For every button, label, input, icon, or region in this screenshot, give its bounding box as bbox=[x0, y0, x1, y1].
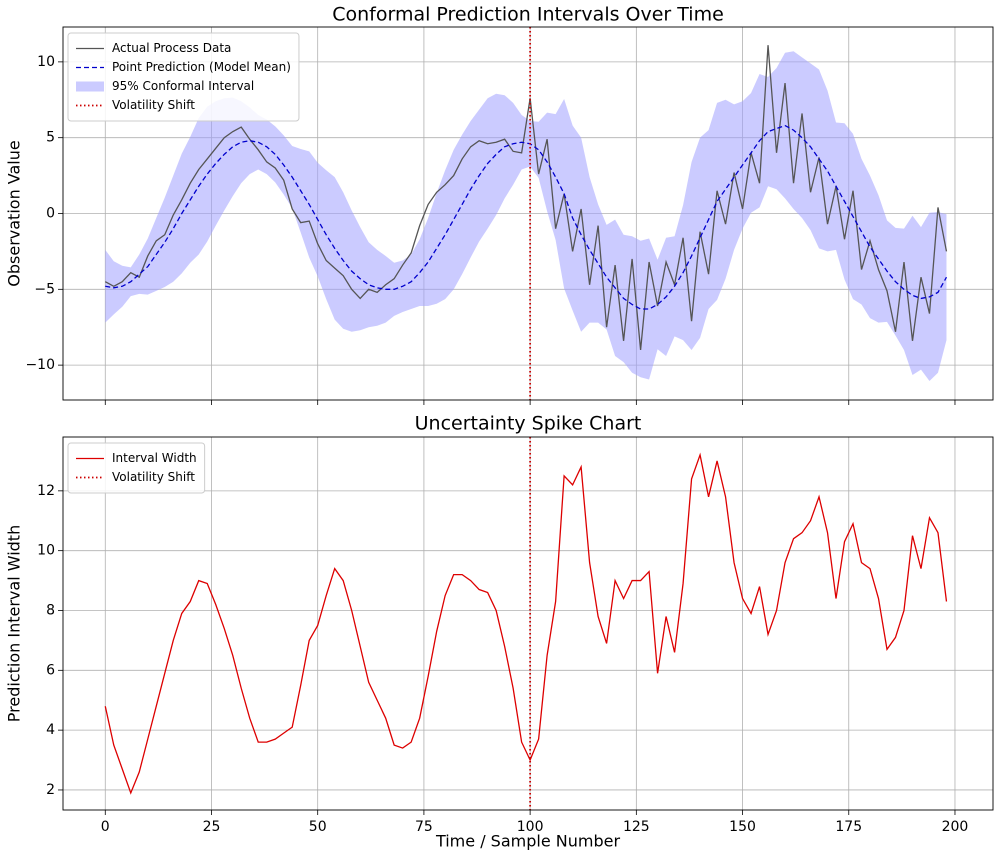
legend-label: Volatility Shift bbox=[112, 98, 195, 112]
legend-label: Actual Process Data bbox=[112, 41, 231, 55]
y-tick-label: 10 bbox=[37, 543, 55, 559]
x-tick-label: 0 bbox=[101, 819, 110, 835]
y-tick-label: −5 bbox=[34, 281, 55, 297]
axes-frame bbox=[62, 26, 994, 401]
series-line bbox=[105, 124, 948, 310]
x-tick-label: 25 bbox=[203, 819, 221, 835]
x-tick-label: 175 bbox=[835, 819, 862, 835]
y-axis-label: Observation Value bbox=[5, 140, 24, 286]
legend-label: Point Prediction (Model Mean) bbox=[112, 60, 291, 74]
axes-frame bbox=[62, 436, 994, 811]
chart-title: Conformal Prediction Intervals Over Time bbox=[332, 4, 724, 26]
plot-area bbox=[104, 27, 948, 400]
y-tick-label: −10 bbox=[25, 357, 55, 373]
y-tick-label: 12 bbox=[37, 483, 55, 499]
chart-title: Uncertainty Spike Chart bbox=[415, 413, 642, 435]
y-tick-label: 6 bbox=[46, 662, 55, 678]
y-tick-label: 0 bbox=[46, 206, 55, 222]
legend-frame bbox=[67, 32, 300, 122]
y-axis-label: Prediction Interval Width bbox=[5, 525, 24, 722]
x-axis-label: Time / Sample Number bbox=[435, 832, 620, 851]
series-line bbox=[104, 452, 948, 795]
x-tick-label: 100 bbox=[517, 819, 544, 835]
y-tick-label: 10 bbox=[37, 54, 55, 70]
legend: Actual Process Data Point Prediction (Mod… bbox=[67, 32, 300, 122]
y-tick-label: 5 bbox=[46, 130, 55, 146]
x-tick-label: 75 bbox=[415, 819, 433, 835]
axes: 0 25 50 75 100 125 150 175 200 2 4 6 8 10 12 Uncertaint… bbox=[5, 413, 994, 851]
x-tick-label: 125 bbox=[623, 819, 650, 835]
legend-label: Volatility Shift bbox=[112, 470, 195, 484]
y-tick-label: 8 bbox=[46, 602, 55, 618]
y-tick-label: 2 bbox=[46, 782, 55, 798]
axes: −10 −5 0 5 10 Conformal Prediction Intervals … bbox=[5, 4, 994, 405]
legend-frame bbox=[67, 442, 206, 494]
legend-label: 95% Conformal Interval bbox=[112, 79, 254, 93]
plot-area bbox=[104, 437, 948, 810]
legend-label: Interval Width bbox=[112, 451, 197, 465]
conformal-band bbox=[105, 51, 947, 382]
series-line bbox=[104, 45, 948, 351]
legend-swatch bbox=[76, 81, 104, 92]
x-tick-label: 50 bbox=[309, 819, 327, 835]
legend: Interval Width Volatility Shift bbox=[67, 442, 206, 494]
x-tick-label: 200 bbox=[942, 819, 969, 835]
y-tick-label: 4 bbox=[46, 722, 55, 738]
x-tick-label: 150 bbox=[729, 819, 756, 835]
